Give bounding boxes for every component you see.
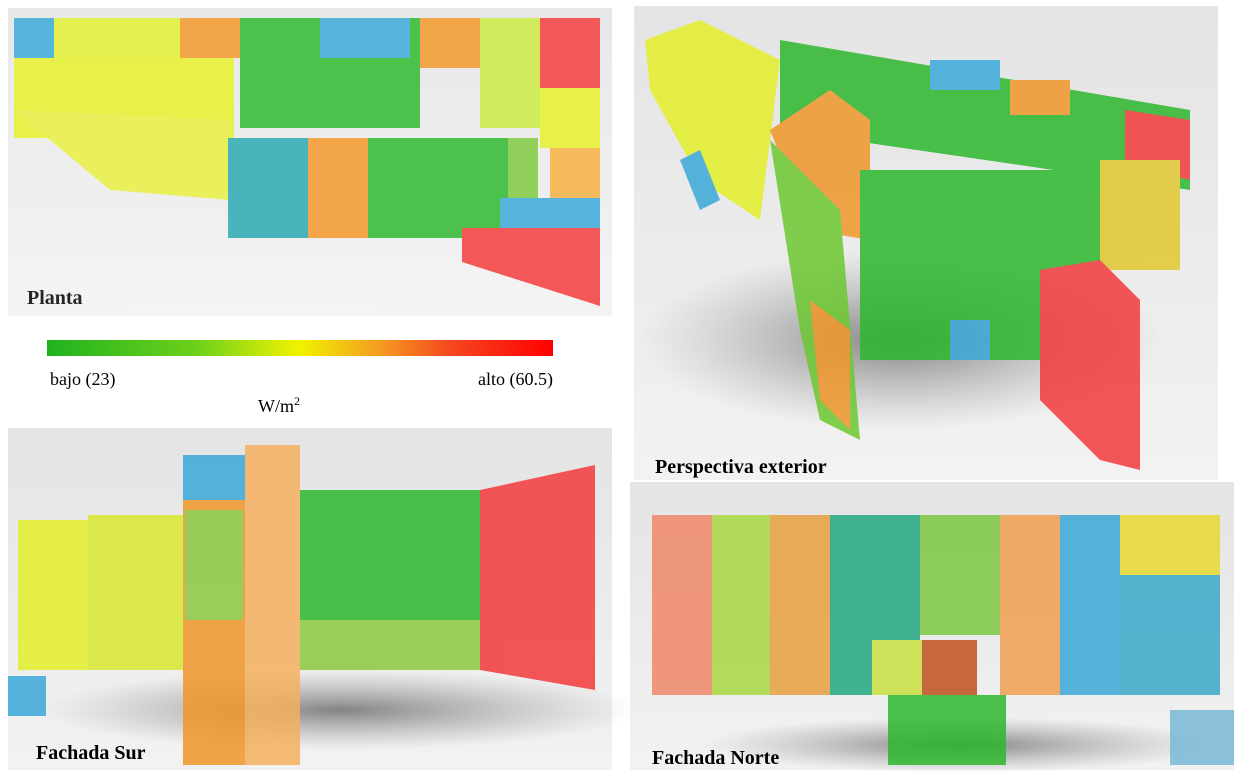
panel-label: Fachada Sur xyxy=(36,742,146,764)
unit: W/m xyxy=(258,396,294,416)
planta-panel: Planta xyxy=(8,8,612,316)
legend-high: alto (60.5) xyxy=(478,369,553,390)
perspectiva-panel: Perspectiva exterior xyxy=(634,6,1218,480)
legend-low: bajo (23) xyxy=(50,369,115,390)
panel-label: Planta xyxy=(27,287,83,309)
color-bar xyxy=(47,340,553,356)
sur-panel: Fachada Sur xyxy=(8,428,640,770)
legend-unit: W/m2 xyxy=(258,394,300,416)
panel-label: Perspectiva exterior xyxy=(655,456,827,478)
color-legend: bajo (23) alto (60.5) W/m2 xyxy=(47,340,553,416)
unit-exponent: 2 xyxy=(294,394,300,408)
panel-label: Fachada Norte xyxy=(652,747,779,769)
norte-panel: Fachada Norte xyxy=(630,482,1234,773)
